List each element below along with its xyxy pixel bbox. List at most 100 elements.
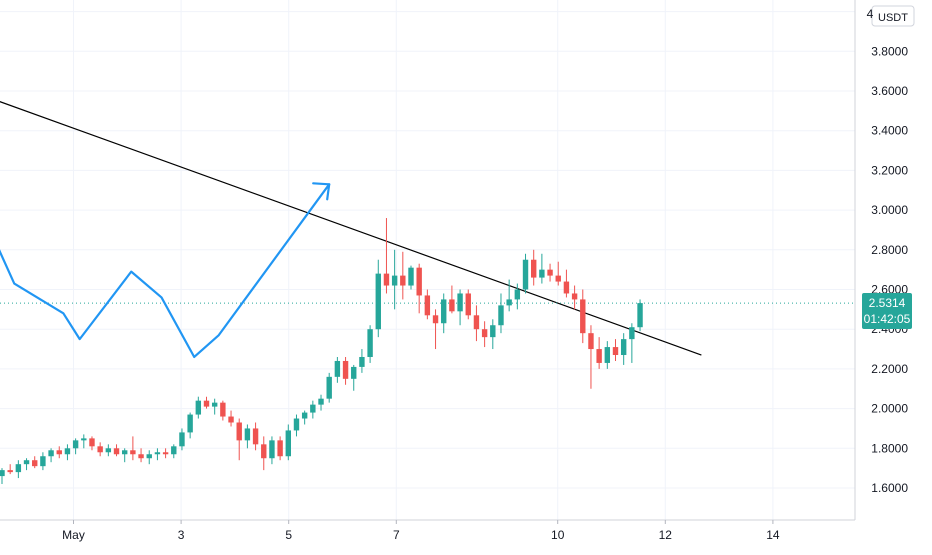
candle[interactable] <box>408 265 414 290</box>
candle[interactable] <box>7 464 13 475</box>
candle[interactable] <box>383 218 390 294</box>
candle[interactable] <box>105 444 112 457</box>
candle[interactable] <box>154 448 161 461</box>
candle[interactable] <box>318 394 324 411</box>
candle[interactable] <box>416 263 422 314</box>
candle[interactable] <box>138 448 144 463</box>
candle[interactable] <box>195 396 202 419</box>
candle-body-down <box>236 422 242 441</box>
candle[interactable] <box>244 424 251 449</box>
candle[interactable] <box>547 263 553 282</box>
candle[interactable] <box>293 414 300 437</box>
candle[interactable] <box>391 249 398 310</box>
candle[interactable] <box>490 319 496 350</box>
candle-body-up <box>15 464 22 473</box>
candle[interactable] <box>310 400 316 419</box>
candle[interactable] <box>596 337 602 369</box>
candle[interactable] <box>23 458 30 471</box>
candle[interactable] <box>146 450 152 465</box>
candle[interactable] <box>220 400 226 421</box>
candle[interactable] <box>171 444 177 459</box>
y-tick-label: 1.6000 <box>871 481 908 495</box>
candle[interactable] <box>342 356 349 385</box>
candle[interactable] <box>441 293 447 334</box>
candle[interactable] <box>285 424 291 461</box>
candle[interactable] <box>252 422 259 451</box>
candle[interactable] <box>301 410 308 425</box>
candle[interactable] <box>40 452 46 471</box>
candle[interactable] <box>211 398 218 415</box>
candle[interactable] <box>612 339 619 361</box>
candle[interactable] <box>72 438 79 455</box>
candle-body-down <box>449 299 455 312</box>
candle[interactable] <box>203 396 210 409</box>
candle[interactable] <box>0 468 5 485</box>
candle[interactable] <box>351 364 357 391</box>
candle[interactable] <box>473 305 480 342</box>
candle[interactable] <box>269 436 275 465</box>
x-tick-label: 3 <box>178 528 185 542</box>
candle-body-up <box>244 428 251 441</box>
candle-body-down <box>113 448 120 455</box>
candle[interactable] <box>555 261 561 286</box>
candle[interactable] <box>522 253 529 294</box>
candle[interactable] <box>432 309 439 350</box>
projection-path[interactable] <box>0 183 331 359</box>
candle[interactable] <box>32 456 38 469</box>
candle-body-up <box>154 452 161 455</box>
candle[interactable] <box>326 372 332 403</box>
candle[interactable] <box>481 321 488 348</box>
candle[interactable] <box>629 323 635 363</box>
candle-body-down <box>473 315 480 330</box>
candle[interactable] <box>514 283 521 310</box>
candle[interactable] <box>236 418 242 461</box>
candle-body-up <box>122 450 128 455</box>
candle[interactable] <box>506 279 512 312</box>
candle[interactable] <box>261 436 267 471</box>
candle[interactable] <box>187 412 193 439</box>
candle[interactable] <box>122 448 128 463</box>
candle[interactable] <box>113 444 120 457</box>
candle[interactable] <box>563 269 570 298</box>
currency-badge[interactable] <box>871 5 915 27</box>
candle-body-up <box>367 329 373 357</box>
candle[interactable] <box>498 293 504 334</box>
candle[interactable] <box>56 446 62 459</box>
candle-body-up <box>105 448 112 453</box>
candle[interactable] <box>162 448 169 459</box>
candle[interactable] <box>15 460 22 479</box>
candle[interactable] <box>457 289 463 326</box>
candle[interactable] <box>130 436 136 461</box>
y-tick-label: 3.2000 <box>871 163 908 177</box>
candle[interactable] <box>359 349 365 373</box>
candle[interactable] <box>179 428 185 451</box>
x-tick-label: May <box>62 528 85 542</box>
candle[interactable] <box>571 285 578 310</box>
candle[interactable] <box>48 448 54 463</box>
candle[interactable] <box>64 444 71 461</box>
candle[interactable] <box>81 434 87 449</box>
candle[interactable] <box>424 289 431 320</box>
candle-body-down <box>138 454 144 459</box>
candle[interactable] <box>637 299 643 332</box>
candle[interactable] <box>604 341 611 369</box>
candle[interactable] <box>539 253 545 284</box>
candle[interactable] <box>580 289 586 344</box>
candle[interactable] <box>588 325 594 389</box>
candle[interactable] <box>228 410 234 427</box>
candle[interactable] <box>375 259 381 338</box>
candle[interactable] <box>334 356 341 383</box>
candle[interactable] <box>97 442 103 457</box>
candle-body-down <box>580 299 586 334</box>
candle[interactable] <box>400 251 406 300</box>
candle[interactable] <box>449 285 455 314</box>
candle[interactable] <box>89 436 95 451</box>
candle-body-up <box>539 269 545 278</box>
candle[interactable] <box>277 436 283 461</box>
candle[interactable] <box>620 333 627 365</box>
candle[interactable] <box>465 289 471 320</box>
candle[interactable] <box>531 249 537 286</box>
candle-body-up <box>301 412 308 419</box>
candle[interactable] <box>367 325 373 363</box>
